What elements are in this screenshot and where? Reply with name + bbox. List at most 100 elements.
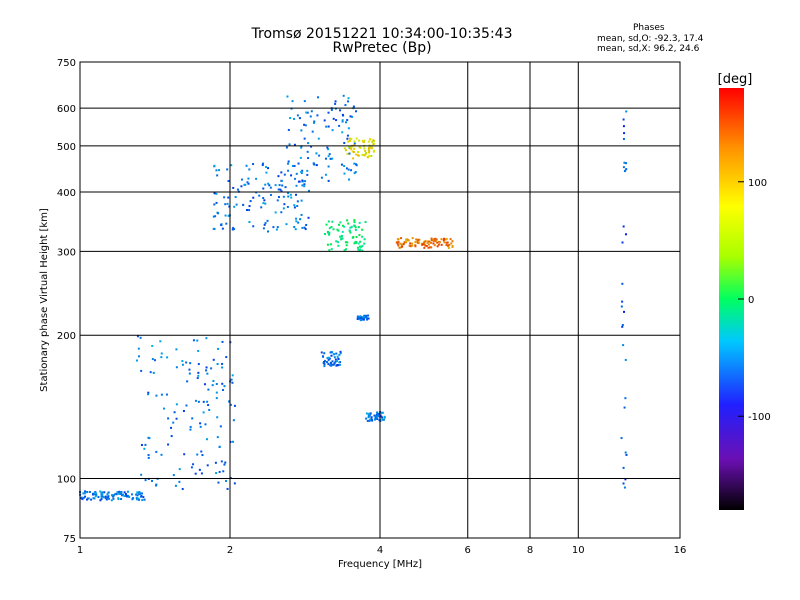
data-point (283, 173, 286, 176)
data-point (204, 423, 207, 426)
data-point (122, 493, 125, 496)
data-point (293, 165, 296, 168)
data-point (277, 188, 280, 191)
data-point (329, 361, 332, 364)
data-point (214, 215, 217, 218)
data-point (120, 492, 123, 495)
data-point (248, 205, 251, 208)
data-point (175, 348, 178, 351)
data-point (375, 417, 378, 420)
data-point (354, 171, 357, 174)
data-point (182, 409, 185, 412)
data-point (332, 363, 335, 366)
data-point (303, 185, 306, 188)
data-point (316, 114, 319, 117)
data-point (151, 358, 154, 361)
data-point (312, 121, 315, 124)
data-point (293, 177, 296, 180)
data-point (331, 220, 334, 223)
data-point (363, 147, 366, 150)
data-point (414, 244, 417, 247)
data-point (420, 242, 423, 245)
data-point (380, 411, 383, 414)
data-point (280, 211, 283, 214)
data-point (298, 117, 301, 120)
data-point (353, 221, 356, 224)
data-point (325, 157, 328, 160)
data-point (181, 363, 184, 366)
data-point (305, 111, 308, 114)
data-point (347, 168, 350, 171)
data-point (328, 153, 331, 156)
data-point (90, 498, 93, 501)
data-point (245, 164, 248, 167)
data-point (425, 245, 428, 248)
data-point (382, 418, 385, 421)
data-point (252, 163, 255, 166)
data-point (347, 97, 350, 100)
data-point (297, 221, 300, 224)
data-point (344, 149, 347, 152)
data-point (112, 497, 115, 500)
data-point (151, 344, 154, 347)
data-point (360, 245, 363, 248)
data-point (450, 242, 453, 245)
data-point (136, 494, 139, 497)
data-point (353, 144, 356, 147)
data-point (404, 240, 407, 243)
data-point (334, 360, 337, 363)
data-point (621, 323, 624, 326)
data-point (197, 371, 200, 374)
data-point (346, 119, 349, 122)
data-point (226, 487, 229, 490)
data-point (205, 369, 208, 372)
data-point (367, 148, 370, 151)
data-point (327, 231, 330, 234)
data-point (287, 195, 290, 198)
data-point (330, 351, 333, 354)
data-point (353, 147, 356, 150)
data-point (299, 156, 302, 159)
data-point (206, 372, 209, 375)
data-point (396, 242, 399, 245)
data-point (358, 234, 361, 237)
x-tick-label: 8 (527, 545, 533, 556)
data-point (307, 157, 310, 160)
data-point (370, 146, 373, 149)
data-point (95, 494, 98, 497)
data-point (339, 109, 342, 112)
data-point (198, 468, 201, 471)
data-point (202, 400, 205, 403)
data-point (346, 152, 349, 155)
data-point (445, 241, 448, 244)
data-point (356, 315, 359, 318)
data-point (218, 470, 221, 473)
data-point (197, 349, 200, 352)
data-point (80, 496, 83, 499)
data-point (147, 436, 150, 439)
data-point (183, 453, 186, 456)
data-point (402, 243, 405, 246)
data-point (101, 491, 104, 494)
data-point (363, 139, 366, 142)
data-point (275, 228, 278, 231)
data-point (348, 229, 351, 232)
data-point (296, 114, 299, 117)
data-point (149, 371, 152, 374)
data-point (178, 468, 181, 471)
data-point (207, 404, 210, 407)
data-point (306, 111, 309, 114)
data-point (294, 228, 297, 231)
data-point (376, 414, 379, 417)
data-point (297, 162, 300, 165)
data-point (304, 180, 307, 183)
data-point (433, 244, 436, 247)
data-point (373, 418, 376, 421)
data-point (300, 213, 303, 216)
data-point (620, 305, 623, 308)
data-point (445, 237, 448, 240)
data-point (79, 497, 82, 500)
data-point (340, 237, 343, 240)
data-point (330, 226, 333, 229)
data-point (411, 237, 414, 240)
